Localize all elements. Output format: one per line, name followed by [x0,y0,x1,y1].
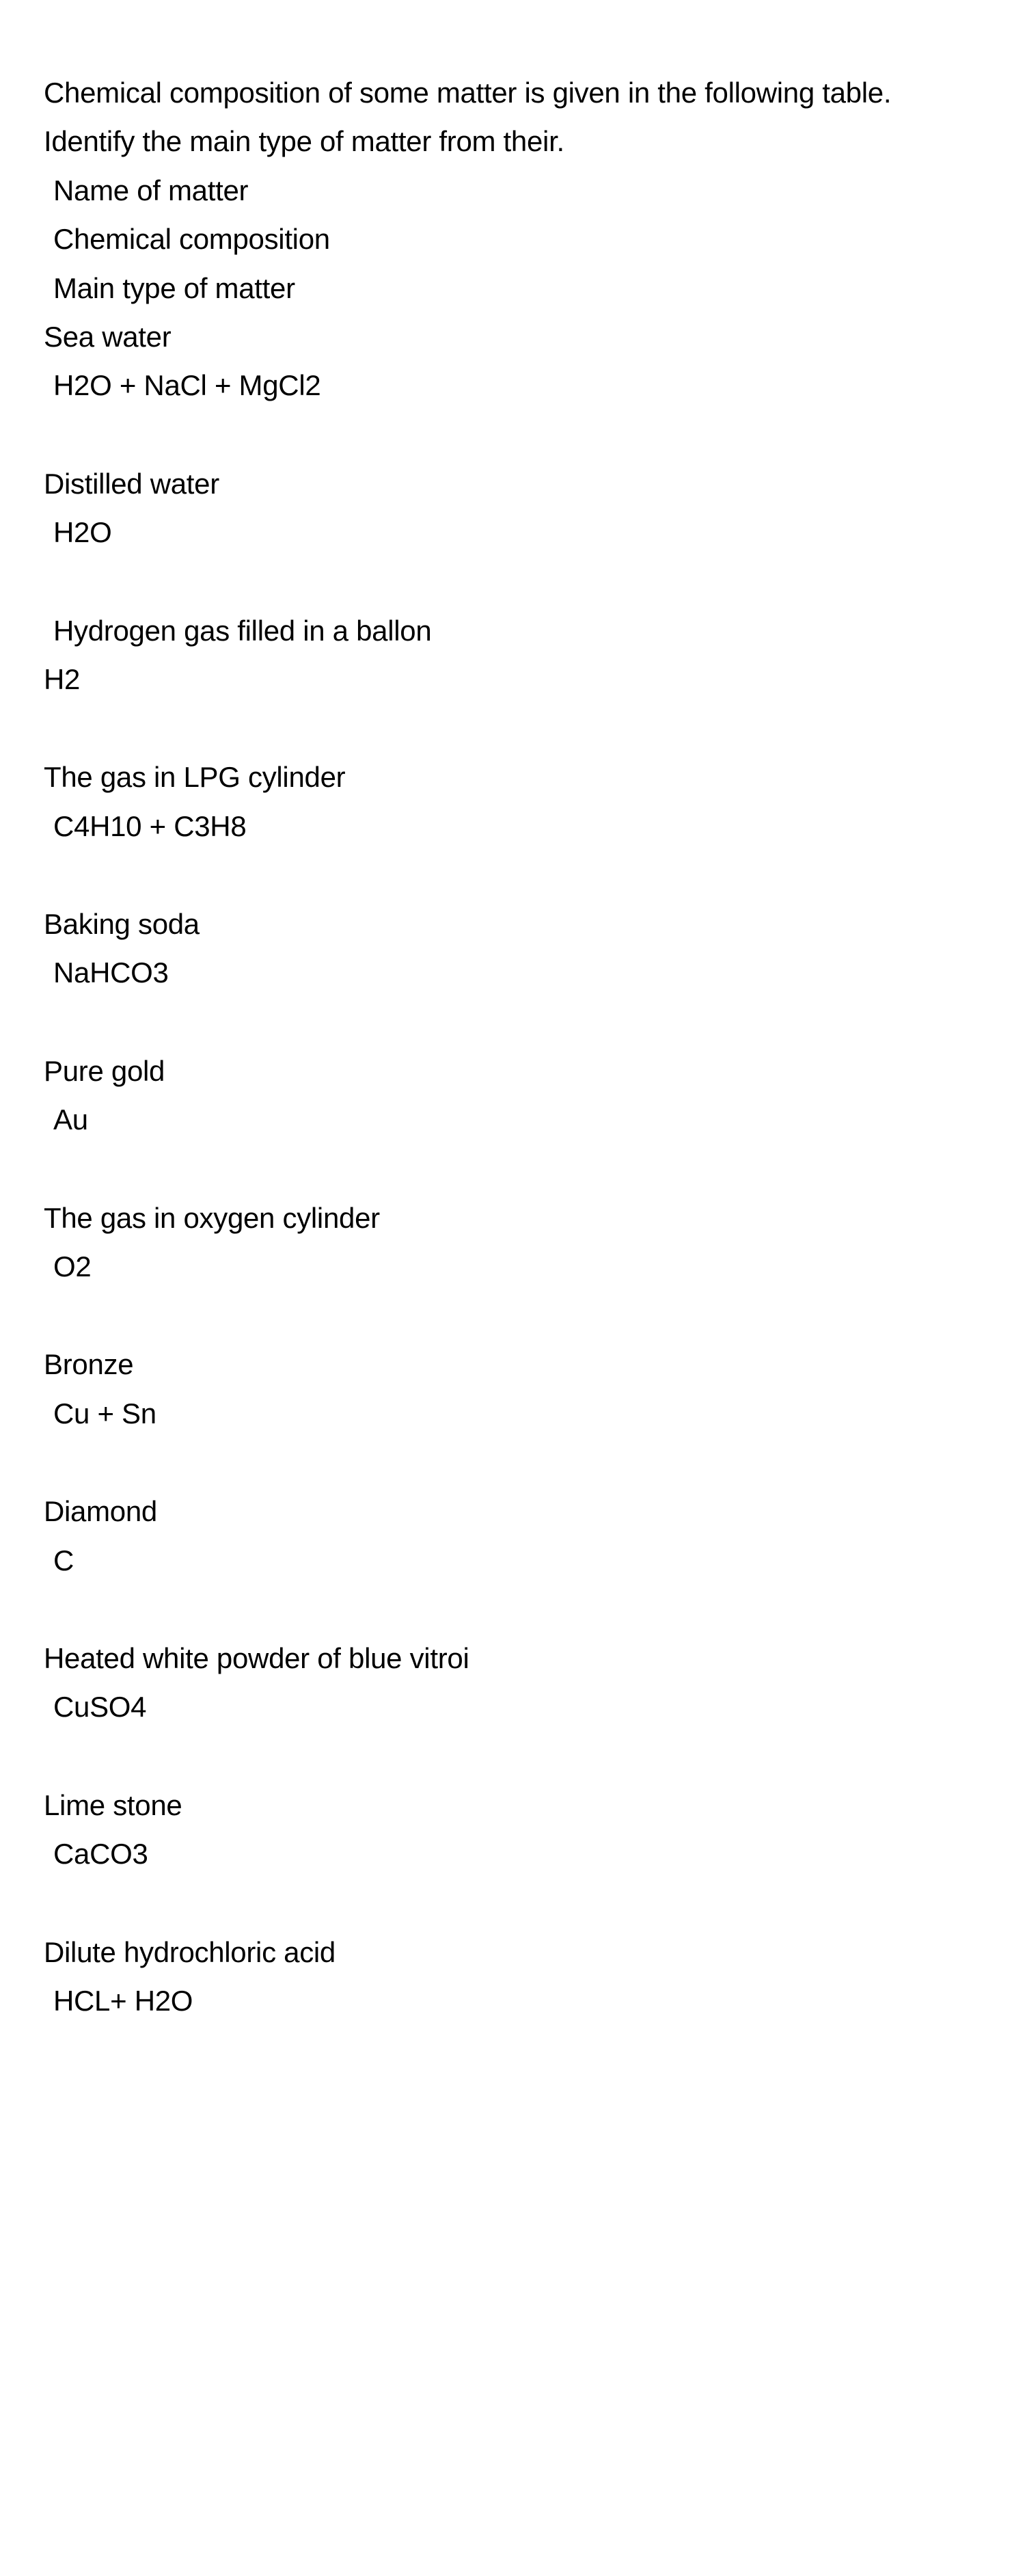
entry-gap [44,703,981,753]
entry-name: Hydrogen gas filled in a ballon [44,606,981,655]
entry-composition: C4H10 + C3H8 [44,802,981,850]
entry-name: Bronze [44,1340,981,1388]
entry-name: Heated white powder of blue vitroi [44,1634,981,1682]
entry-composition: NaHCO3 [44,948,981,997]
entry-gap [44,1438,981,1487]
entry-composition: C [44,1536,981,1585]
entry-gap [44,850,981,900]
entry-gap [44,1732,981,1781]
entry-gap [44,1144,981,1194]
entry-composition: HCL+ H2O [44,1976,981,2025]
header-name: Name of matter [44,166,981,215]
entry-name: Distilled water [44,459,981,508]
entry-composition: CuSO4 [44,1682,981,1731]
entry-composition: O2 [44,1242,981,1291]
entry-composition: H2 [44,655,981,703]
document-body: Chemical composition of some matter is g… [44,68,981,2025]
entry-name: Pure gold [44,1047,981,1095]
entries-list: Sea waterH2O + NaCl + MgCl2 Distilled wat… [44,312,981,2025]
entry-name: The gas in LPG cylinder [44,753,981,801]
entry-gap [44,410,981,459]
entry-gap [44,997,981,1047]
entry-name: Diamond [44,1487,981,1535]
entry-composition: H2O + NaCl + MgCl2 [44,361,981,410]
entry-gap [44,1291,981,1340]
header-type: Main type of matter [44,264,981,312]
entry-composition: H2O [44,508,981,556]
entry-composition: Au [44,1095,981,1144]
entry-composition: CaCO3 [44,1829,981,1878]
header-composition: Chemical composition [44,215,981,263]
entry-composition: Cu + Sn [44,1389,981,1438]
entry-name: Dilute hydrochloric acid [44,1928,981,1976]
entry-gap [44,1585,981,1634]
intro-text: Chemical composition of some matter is g… [44,68,981,166]
entry-name: Lime stone [44,1781,981,1829]
entry-gap [44,1879,981,1928]
entry-name: Sea water [44,312,981,361]
entry-gap [44,557,981,606]
entry-name: Baking soda [44,900,981,948]
entry-name: The gas in oxygen cylinder [44,1194,981,1242]
